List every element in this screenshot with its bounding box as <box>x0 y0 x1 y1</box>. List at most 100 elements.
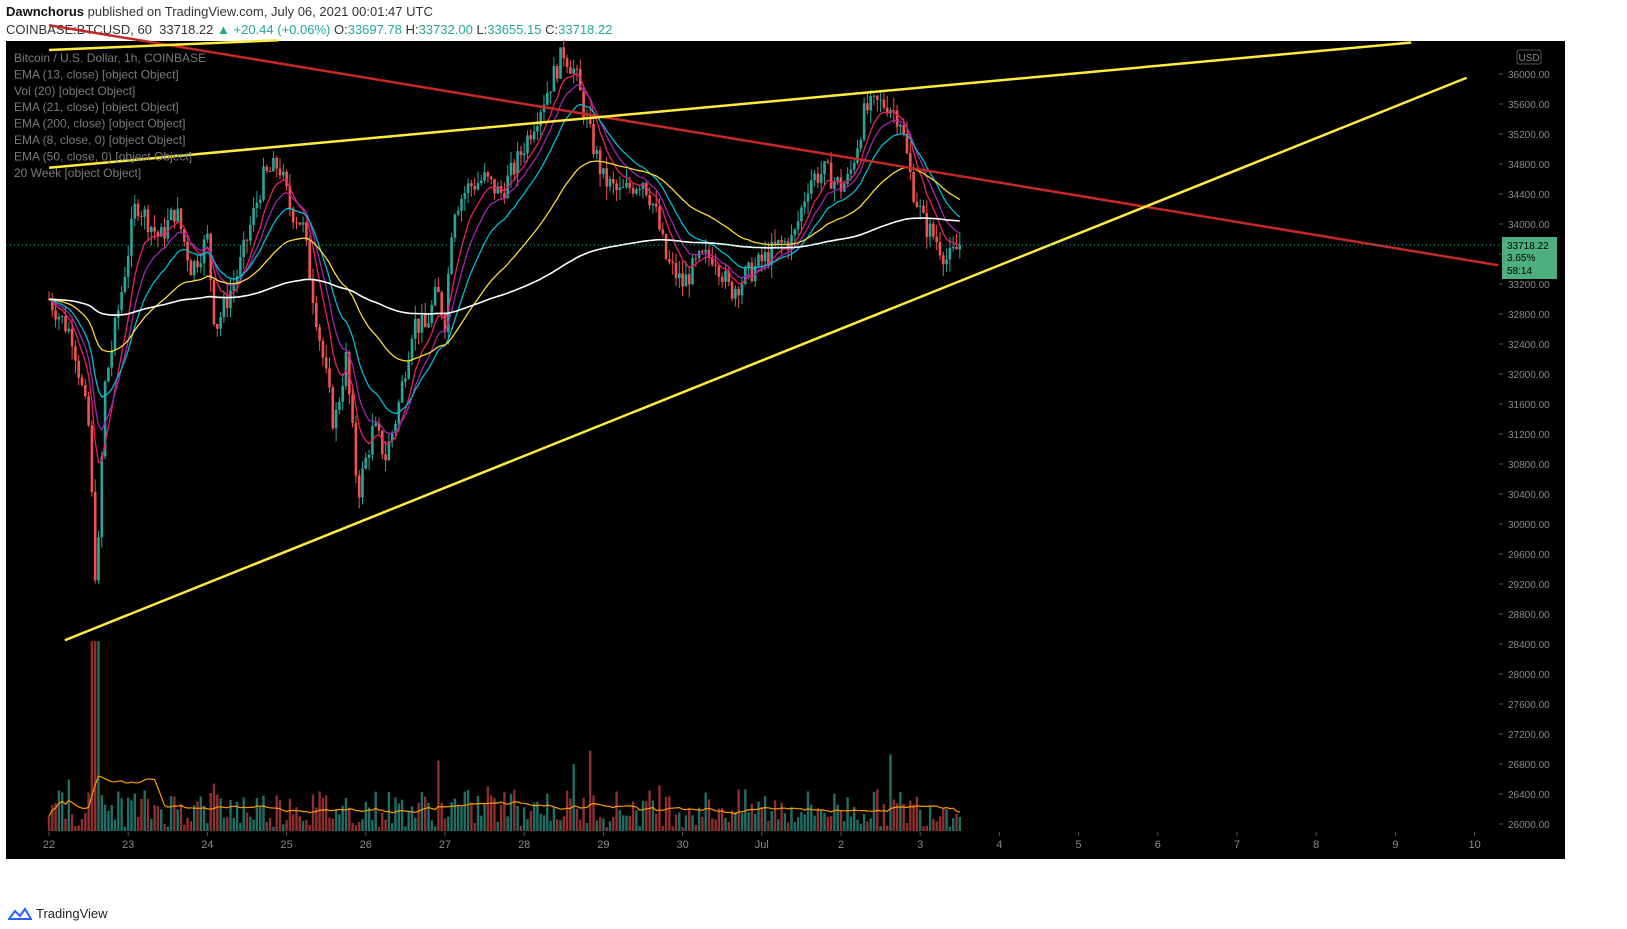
candle-body <box>64 316 67 332</box>
candle-body <box>658 206 661 230</box>
volume-bar <box>344 797 348 831</box>
volume-bar <box>298 816 301 831</box>
candle-body <box>885 107 889 114</box>
volume-bar <box>70 814 74 831</box>
volume-bar <box>595 820 598 831</box>
volume-bar <box>295 807 298 831</box>
candle-body <box>740 283 744 296</box>
candle-body <box>645 182 648 196</box>
volume-bar <box>681 826 684 831</box>
volume-bar <box>945 809 948 831</box>
candle-body <box>928 223 932 237</box>
volume-bar <box>84 813 87 831</box>
x-tick-label: 26 <box>360 839 372 851</box>
volume-bar <box>684 815 688 831</box>
candle-body <box>671 261 674 264</box>
candle-body <box>862 103 866 140</box>
volume-bar <box>245 812 249 831</box>
volume-bar <box>259 806 262 831</box>
volume-bar <box>57 790 61 831</box>
volume-bar <box>150 818 153 831</box>
candle-body <box>509 162 513 176</box>
volume-bar <box>816 808 820 831</box>
candle-body <box>97 537 100 581</box>
volume-bar <box>942 807 945 831</box>
candle-body <box>120 292 123 311</box>
candle-body <box>915 201 919 207</box>
candle-body <box>529 135 533 140</box>
candle-body <box>301 222 305 225</box>
candle-body <box>341 385 344 402</box>
candle-body <box>110 349 113 368</box>
low-label: L: <box>476 22 488 37</box>
volume-bar <box>80 819 84 831</box>
last-price: 33718.22 <box>159 22 214 37</box>
candle-body <box>249 225 252 241</box>
chart-pane[interactable] <box>6 41 1499 859</box>
candle-body <box>724 270 727 282</box>
candle-body <box>595 149 599 154</box>
volume-bar <box>480 815 483 831</box>
trendline-layer[interactable] <box>48 24 1499 642</box>
volume-bar <box>239 822 242 831</box>
candle-body <box>51 299 54 311</box>
volume-bar <box>618 809 622 831</box>
candle-body <box>133 203 137 219</box>
price-axis[interactable] <box>1499 41 1565 859</box>
volume-bar <box>826 816 829 831</box>
candle-body <box>57 316 61 320</box>
volume-bar <box>371 820 374 831</box>
candle-body <box>268 171 272 173</box>
candle-body <box>255 202 259 208</box>
volume-bar <box>156 806 160 831</box>
volume-bar <box>136 817 140 831</box>
candle-body <box>433 286 437 306</box>
currency-badge <box>1516 49 1542 65</box>
volume-bar <box>589 750 592 831</box>
volume-bar <box>331 818 334 831</box>
volume-bar <box>325 795 328 831</box>
volume-bar <box>427 802 430 831</box>
volume-bar <box>110 804 113 831</box>
volume-bar <box>760 807 763 831</box>
volume-bar <box>328 817 331 831</box>
volume-bar <box>275 795 278 831</box>
candle-body <box>367 454 371 458</box>
volume-bar <box>701 816 704 831</box>
candle-body <box>687 274 691 285</box>
volume-bar <box>628 815 631 831</box>
volume-bar <box>638 826 641 831</box>
volume-bar <box>651 800 655 831</box>
volume-bar <box>394 797 397 831</box>
currency-label: USD <box>1518 53 1539 64</box>
candle-body <box>579 69 582 91</box>
volume-bar <box>622 815 625 831</box>
candle-body <box>443 315 447 333</box>
volume-bar <box>542 815 546 831</box>
candle-body <box>522 153 526 156</box>
candle-body <box>311 278 315 303</box>
volume-bar <box>400 799 404 831</box>
indicator-legend: Bitcoin / U.S. Dollar, 1h, COINBASE EMA (… <box>14 51 206 180</box>
candle-body <box>539 112 542 126</box>
volume-bar <box>902 803 905 831</box>
volume-bar <box>120 798 123 831</box>
volume-bar <box>193 805 196 831</box>
y-tick-label: 27600.00 <box>1508 700 1550 711</box>
y-tick-label: 36000.00 <box>1508 70 1550 81</box>
author-name[interactable]: Dawnchorus <box>6 4 85 19</box>
candle-body <box>93 491 97 581</box>
candle-body <box>909 153 912 173</box>
x-tick-label: 8 <box>1313 839 1319 851</box>
volume-bar <box>54 802 57 831</box>
candle-body <box>291 208 295 223</box>
candle-body <box>760 254 764 262</box>
time-axis[interactable] <box>6 832 1499 859</box>
candle-body <box>90 425 94 492</box>
volume-bar <box>556 819 559 831</box>
volume-bar <box>754 813 757 831</box>
tradingview-logo-icon[interactable] <box>8 906 32 921</box>
candle-body <box>407 359 410 379</box>
footer-brand[interactable]: TradingView <box>36 906 108 921</box>
